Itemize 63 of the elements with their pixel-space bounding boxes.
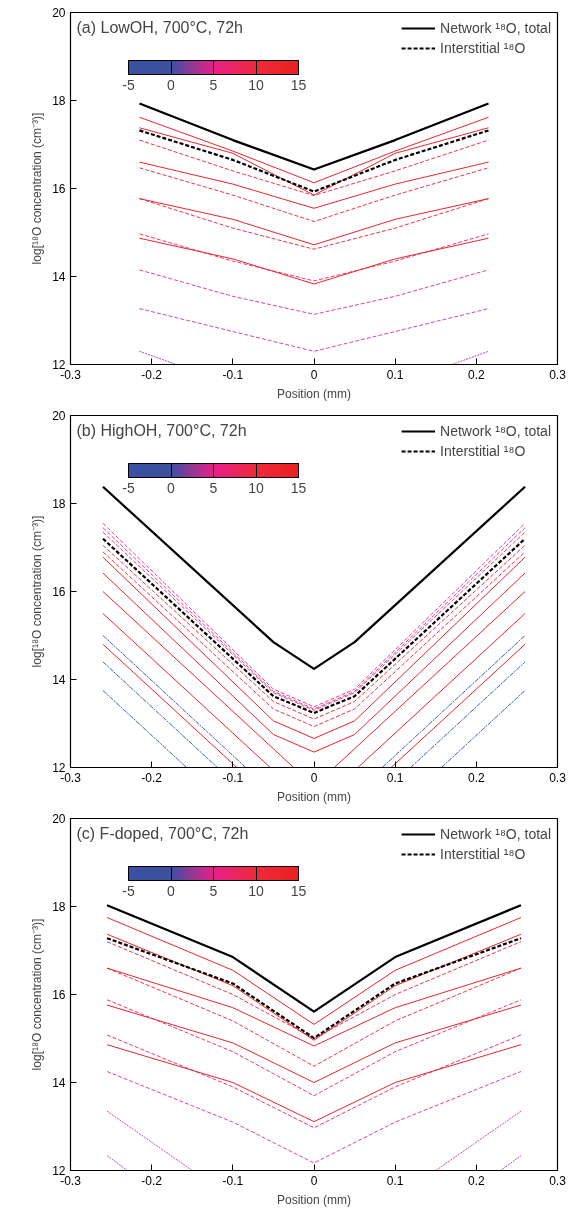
x-tick-label: 0.1 [386, 1173, 404, 1188]
y-tick-label: 12 [52, 358, 66, 372]
x-tick-label: -0.1 [222, 770, 244, 785]
y-tick-label: 14 [52, 270, 66, 284]
x-tick-label: 0.3 [549, 770, 567, 785]
color-bar-label: -5 [122, 479, 135, 496]
chart-title: (c) F-doped, 700°C, 72h [76, 824, 249, 842]
x-tick-label: 0 [310, 1173, 318, 1188]
color-bar-label: 15 [290, 76, 307, 93]
x-tick-label: 0.3 [549, 1173, 567, 1188]
x-tick-label: -0.2 [141, 367, 163, 382]
y-tick-label: 18 [52, 497, 66, 511]
y-tick-label: 16 [52, 182, 66, 196]
y-tick-label: 20 [52, 409, 66, 423]
x-tick-label: -0.2 [141, 770, 163, 785]
legend-label: Interstitial ¹⁸O [440, 40, 526, 56]
x-tick-label: -0.1 [222, 1173, 244, 1188]
x-axis-title: Position (mm) [277, 1192, 352, 1207]
color-bar-label: 15 [290, 479, 307, 496]
x-tick-label: 0 [310, 770, 318, 785]
x-axis-title: Position (mm) [277, 789, 352, 804]
color-bar-label: 10 [248, 76, 264, 93]
y-tick-label: 16 [52, 585, 66, 599]
x-tick-label: 0 [310, 367, 318, 382]
y-tick-label: 18 [52, 94, 66, 108]
legend-label: Interstitial ¹⁸O [440, 846, 526, 862]
y-tick-label: 20 [52, 6, 66, 20]
legend-label: Network ¹⁸O, total [440, 20, 551, 36]
x-axis-title: Position (mm) [277, 386, 352, 401]
chart-title: (a) LowOH, 700°C, 72h [76, 18, 243, 36]
x-tick-label: 0.2 [467, 1173, 485, 1188]
color-bar-label: 0 [167, 76, 176, 93]
y-axis-title: log[¹⁸O concentration (cm⁻³)] [30, 112, 45, 265]
y-axis-title: log[¹⁸O concentration (cm⁻³)] [30, 918, 45, 1071]
x-tick-label: -0.2 [141, 1173, 163, 1188]
legend-label: Network ¹⁸O, total [440, 423, 551, 439]
x-tick-label: -0.1 [222, 367, 244, 382]
x-tick-label: 0.3 [549, 367, 567, 382]
color-bar-label: 5 [209, 882, 218, 899]
y-tick-label: 18 [52, 900, 66, 914]
y-tick-label: 12 [52, 761, 66, 775]
y-tick-label: 16 [52, 988, 66, 1002]
y-axis-title: log[¹⁸O concentration (cm⁻³)] [30, 515, 45, 668]
y-tick-label: 20 [52, 812, 66, 826]
color-bar-label: 5 [209, 76, 218, 93]
color-bar-label: 10 [248, 479, 264, 496]
x-tick-label: 0.2 [467, 770, 485, 785]
x-tick-label: 0.2 [467, 367, 485, 382]
y-tick-label: 12 [52, 1164, 66, 1178]
legend-label: Interstitial ¹⁸O [440, 443, 526, 459]
y-tick-label: 14 [52, 1076, 66, 1090]
y-tick-label: 14 [52, 673, 66, 687]
color-bar-label: -5 [122, 76, 135, 93]
x-tick-label: 0.1 [386, 770, 404, 785]
legend-label: Network ¹⁸O, total [440, 826, 551, 842]
color-bar-label: 10 [248, 882, 264, 899]
color-bar-label: -5 [122, 882, 135, 899]
x-tick-label: 0.1 [386, 367, 404, 382]
color-bar-label: 0 [167, 479, 176, 496]
color-bar-label: 0 [167, 882, 176, 899]
chart-title: (b) HighOH, 700°C, 72h [76, 421, 247, 439]
color-bar-label: 5 [209, 479, 218, 496]
color-bar-label: 15 [290, 882, 307, 899]
